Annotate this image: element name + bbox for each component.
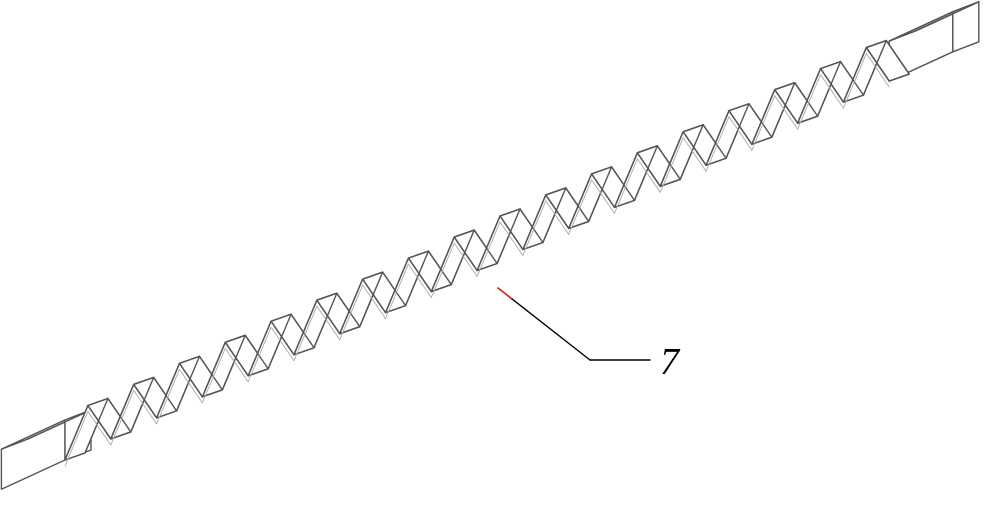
bellows-diagram <box>0 0 1000 522</box>
callout-label-7: 7 <box>660 340 679 384</box>
